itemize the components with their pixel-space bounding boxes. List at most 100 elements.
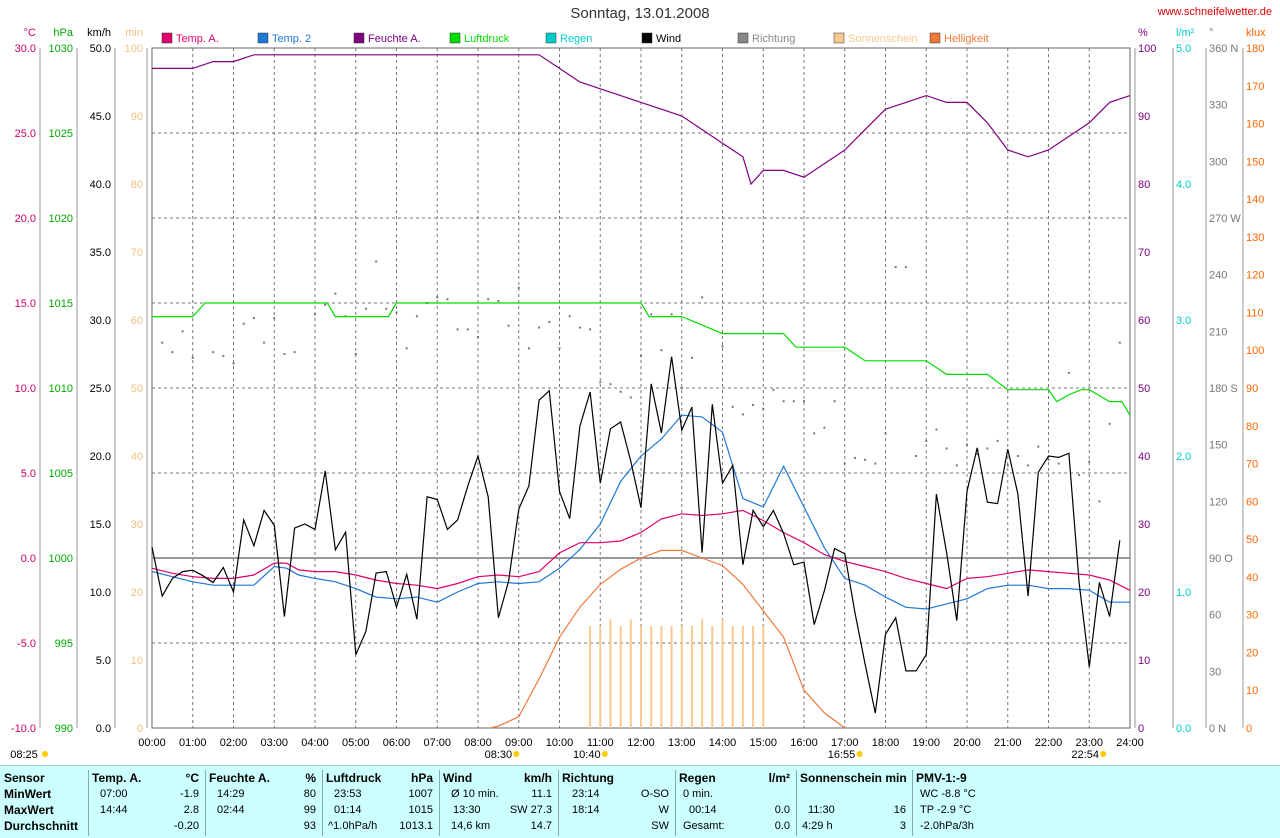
pmv-windchill: WC -8.8 °C xyxy=(920,788,976,800)
axis-tick-left: 20.0 xyxy=(15,213,36,225)
direction-dot xyxy=(466,328,469,331)
x-tick-label: 06:00 xyxy=(383,737,411,749)
direction-dot xyxy=(568,315,571,318)
axis-tick-left: 90 xyxy=(131,111,143,123)
druck-min-time: 23:53 xyxy=(334,788,362,800)
direction-dot xyxy=(487,298,490,301)
axis-tick-left: 80 xyxy=(131,179,143,191)
x-tick-label: 24:00 xyxy=(1116,737,1144,749)
richtung-avg-value: SW xyxy=(651,820,669,832)
axis-tick-left: -10.0 xyxy=(11,723,36,735)
axis-tick-right: 130 xyxy=(1246,232,1264,244)
axis-tick-right: 150 xyxy=(1209,440,1227,452)
site-url[interactable]: www.schneifelwetter.de xyxy=(1157,6,1272,18)
axis-tick-left: 990 xyxy=(55,723,73,735)
x-tick-label: 21:00 xyxy=(994,737,1022,749)
legend-swatch xyxy=(929,32,941,44)
direction-dot xyxy=(385,307,388,310)
direction-dot xyxy=(232,362,235,365)
axis-tick-left: 60 xyxy=(131,315,143,327)
axis-tick-right: 110 xyxy=(1246,307,1264,319)
direction-dot xyxy=(772,388,775,391)
direction-dot xyxy=(375,260,378,263)
axis-tick-right: 2.0 xyxy=(1176,451,1191,463)
pmv-dewpoint: TP -2.9 °C xyxy=(920,804,972,816)
sonne-total: 4:29 h xyxy=(802,820,833,832)
axis-unit-left: hPa xyxy=(53,27,73,39)
druck-header: Luftdruck xyxy=(326,771,382,785)
axis-tick-left: 20.0 xyxy=(90,451,111,463)
axis-tick-left: 1025 xyxy=(49,128,73,140)
series-line-luftdruck xyxy=(152,302,1131,416)
legend-swatch xyxy=(257,32,269,44)
direction-dot xyxy=(680,387,683,389)
axis-tick-right: 70 xyxy=(1138,247,1150,259)
axis-unit-right: l/m² xyxy=(1176,27,1195,39)
x-tick-label: 22:00 xyxy=(1035,737,1063,749)
wind-min-time: Ø 10 min. xyxy=(451,788,499,800)
sun-time-label: 10:40 xyxy=(573,749,601,761)
axis-tick-right: 30 xyxy=(1209,666,1221,678)
direction-dot xyxy=(803,400,805,403)
axis-unit-left: km/h xyxy=(87,27,111,39)
durchschnitt-label: Durchschnitt xyxy=(4,819,79,833)
regen-max-time: 00:14 xyxy=(689,804,717,816)
axis-tick-right: 120 xyxy=(1246,270,1264,282)
regen-unit: l/m² xyxy=(768,771,790,785)
direction-dot xyxy=(690,356,693,359)
richtung-header: Richtung xyxy=(562,771,614,785)
x-tick-label: 01:00 xyxy=(179,737,207,749)
richtung-max-value: W xyxy=(658,804,669,816)
regen-header: Regen xyxy=(679,771,716,785)
axis-tick-left: 5.0 xyxy=(21,468,36,480)
direction-dot xyxy=(996,439,999,442)
direction-dot xyxy=(792,400,795,403)
wind-header: Wind xyxy=(443,771,473,785)
direction-dot xyxy=(1057,462,1060,465)
axis-tick-left: 15.0 xyxy=(90,519,111,531)
axis-unit-right: % xyxy=(1138,27,1148,39)
direction-dot xyxy=(538,326,541,329)
direction-dot xyxy=(935,428,938,431)
direction-dot xyxy=(1078,473,1081,476)
stats-regen-col: Regen l/m² 0 min. 00:14 0.0 Gesamt: 0.0 xyxy=(679,770,797,836)
axis-tick-right: 50 xyxy=(1138,383,1150,395)
x-tick-label: 08:00 xyxy=(464,737,492,749)
direction-dot xyxy=(823,426,826,429)
axis-tick-right: 90 xyxy=(1138,111,1150,123)
direction-dot xyxy=(293,351,296,354)
wind-max-time: 13:30 xyxy=(453,804,481,816)
axis-tick-right: 60 xyxy=(1209,610,1221,622)
axis-tick-left: 25.0 xyxy=(15,128,36,140)
axis-tick-left: 0.0 xyxy=(21,553,36,565)
x-tick-label: 13:00 xyxy=(668,737,696,749)
axis-tick-right: 60 xyxy=(1138,315,1150,327)
series-line-temp2 xyxy=(151,414,1130,610)
sun-icon xyxy=(601,751,608,757)
axis-tick-left: 15.0 xyxy=(15,298,36,310)
legend-label: Luftdruck xyxy=(464,33,510,45)
legend-label: Regen xyxy=(560,33,592,45)
direction-dot xyxy=(833,400,836,403)
axis-tick-left: 1000 xyxy=(49,553,73,565)
legend-swatch xyxy=(161,32,173,44)
direction-dot xyxy=(212,351,215,354)
axis-tick-right: 100 xyxy=(1246,345,1264,357)
sonne-avg-value: 3 xyxy=(899,820,906,832)
axis-tick-left: 30.0 xyxy=(15,43,36,55)
direction-dot xyxy=(273,317,276,320)
x-tick-label: 10:00 xyxy=(546,737,574,749)
axis-tick-left: 100 xyxy=(125,43,143,55)
wind-avg-value: 14.7 xyxy=(530,820,552,832)
sensor-header: Sensor xyxy=(4,771,45,785)
direction-dot xyxy=(1118,341,1121,344)
sonne-header: Sonnenschein min xyxy=(800,771,907,785)
axis-tick-left: 50.0 xyxy=(90,43,111,55)
direction-dot xyxy=(741,413,744,416)
axis-unit-right: klux xyxy=(1246,27,1266,39)
direction-dot xyxy=(853,456,856,459)
axis-tick-left: 1020 xyxy=(49,213,73,225)
sun-time-label: 22:54 xyxy=(1071,749,1099,761)
feuchte-avg-value: 93 xyxy=(303,820,316,832)
axis-tick-left: 1010 xyxy=(49,383,73,395)
